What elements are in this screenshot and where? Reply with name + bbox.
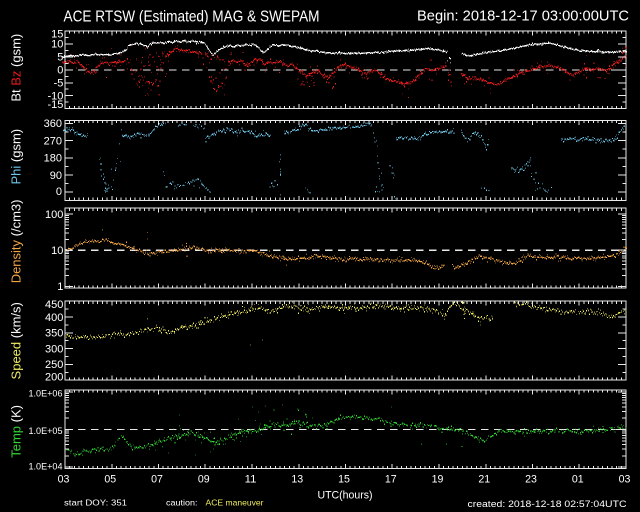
svg-text:15: 15 [338,473,350,485]
svg-text:09: 09 [198,473,210,485]
svg-text:21: 21 [478,473,490,485]
svg-text:250: 250 [45,359,63,371]
svg-text:Begin: 2018-12-17 03:00:00UTC: Begin: 2018-12-17 03:00:00UTC [417,9,629,25]
svg-text:-10: -10 [47,91,63,103]
svg-text:5: 5 [57,52,63,64]
svg-text:-15: -15 [47,99,63,111]
svg-text:10: 10 [51,39,63,51]
svg-text:10: 10 [51,245,63,257]
svg-text:start DOY: 351: start DOY: 351 [64,498,127,508]
svg-text:03: 03 [619,473,631,485]
svg-text:ACE RTSW (Estimated) MAG & SWE: ACE RTSW (Estimated) MAG & SWEPAM [64,9,320,26]
svg-text:100: 100 [45,209,63,221]
svg-text:180: 180 [44,153,62,165]
svg-text:300: 300 [45,343,63,355]
svg-text:0: 0 [57,65,63,77]
svg-text:90: 90 [50,170,62,182]
svg-text:450: 450 [45,299,63,311]
svg-text:15: 15 [51,28,63,40]
svg-text:03: 03 [58,473,70,485]
svg-text:19: 19 [432,473,444,485]
svg-text:400: 400 [45,312,63,324]
svg-text:270: 270 [44,135,62,147]
svg-text:1.0E+05: 1.0E+05 [29,426,63,436]
svg-text:350: 350 [45,328,63,340]
svg-text:caution:: caution: [166,498,198,508]
svg-text:11: 11 [245,473,257,485]
svg-text:1.0E+06: 1.0E+06 [29,388,63,398]
svg-text:Density (/cm3): Density (/cm3) [9,199,24,283]
svg-text:05: 05 [104,473,116,485]
svg-text:1: 1 [57,281,63,293]
svg-text:Temp (K): Temp (K) [9,405,24,458]
svg-text:13: 13 [291,473,303,485]
svg-text:200: 200 [45,371,63,383]
svg-text:17: 17 [385,473,397,485]
svg-text:23: 23 [525,473,537,485]
svg-text:07: 07 [151,473,163,485]
svg-text:01: 01 [572,473,584,485]
svg-text:Bt Bz (gsm): Bt Bz (gsm) [9,34,24,102]
svg-text:created: 2018-12-18 02:57:04UT: created: 2018-12-18 02:57:04UTC [468,499,628,509]
svg-text:360: 360 [44,118,62,130]
svg-text:Phi (gsm): Phi (gsm) [9,129,24,185]
svg-text:ACE maneuver: ACE maneuver [206,498,264,508]
svg-text:-5: -5 [54,78,64,90]
svg-text:1.0E+04: 1.0E+04 [29,461,63,471]
svg-text:0: 0 [56,186,62,198]
svg-text:UTC(hours): UTC(hours) [318,490,373,502]
svg-text:Speed (km/s): Speed (km/s) [9,302,24,379]
